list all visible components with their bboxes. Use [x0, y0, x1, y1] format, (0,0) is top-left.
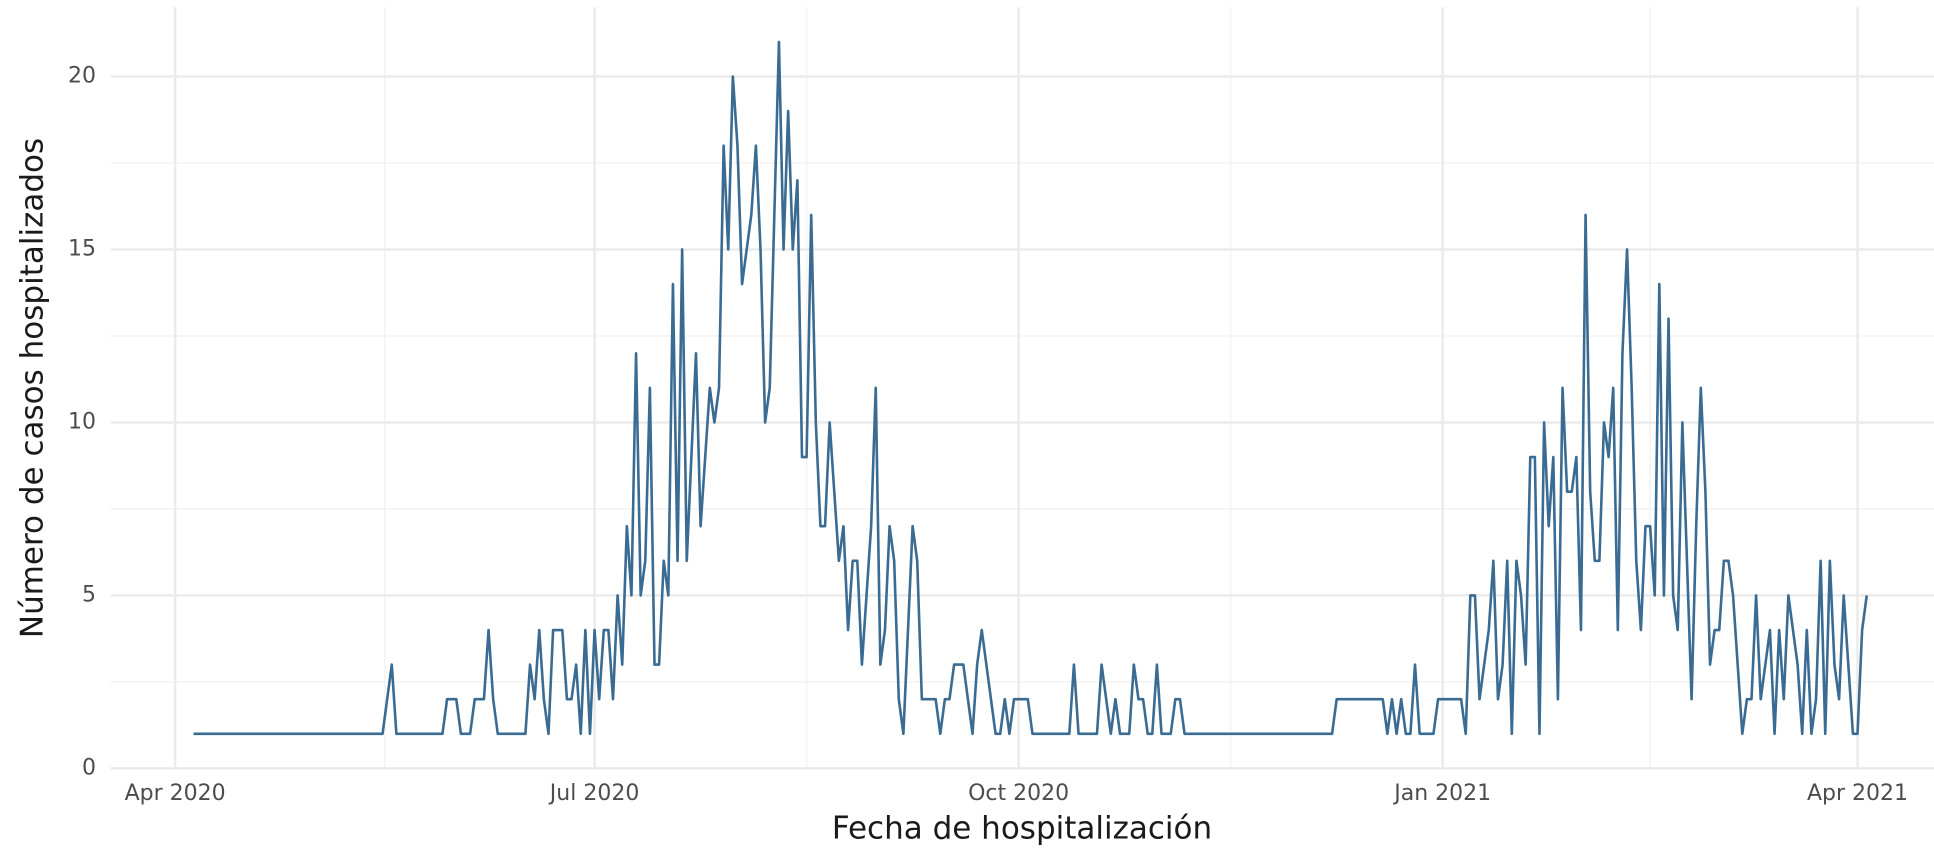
- x-tick-label: Apr 2021: [1807, 781, 1908, 806]
- x-tick-label: Oct 2020: [968, 781, 1069, 806]
- y-axis-title: Número de casos hospitalizados: [15, 138, 51, 638]
- x-tick-label: Apr 2020: [125, 781, 226, 806]
- x-axis-title: Fecha de hospitalización: [832, 811, 1212, 847]
- data-line: [193, 40, 1869, 736]
- x-tick-label: Jan 2021: [1392, 781, 1491, 806]
- y-tick-label: 5: [82, 582, 96, 607]
- y-tick-label: 15: [68, 236, 96, 261]
- marks: [193, 40, 1869, 736]
- x-tick-label: Jul 2020: [548, 781, 640, 806]
- y-tick-label: 0: [82, 755, 96, 780]
- y-tick-label: 20: [68, 63, 96, 88]
- y-tick-label: 10: [68, 409, 96, 434]
